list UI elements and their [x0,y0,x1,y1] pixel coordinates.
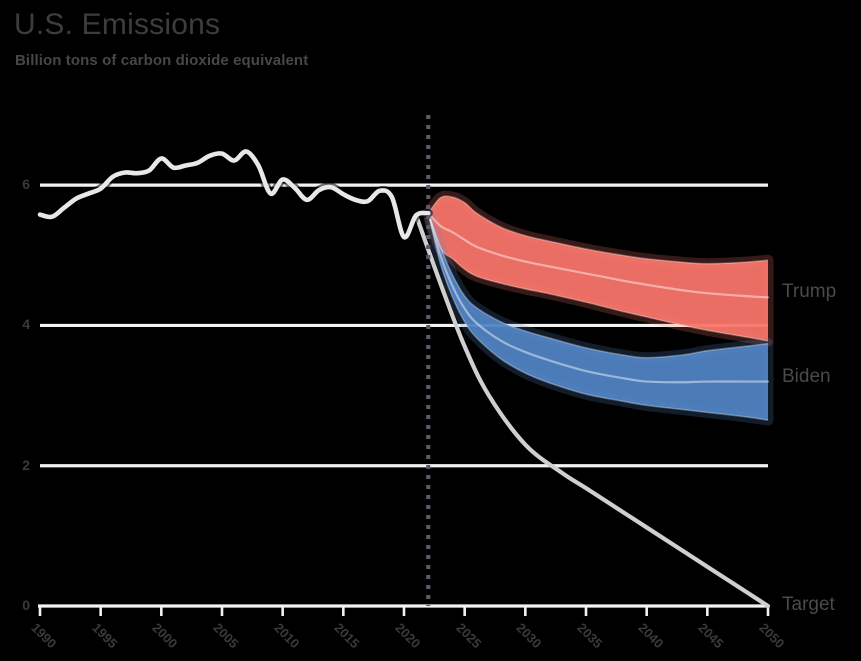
gridlines [40,183,768,468]
target-line [414,213,771,609]
y-tick-label: 4 [22,316,30,333]
page-title: U.S. Emissions [14,8,221,41]
y-tick-label: 2 [22,456,30,473]
series-label-trump: Trump [782,281,837,302]
band-biden [422,207,774,426]
chart-subtitle: Billion tons of carbon dioxide equivalen… [15,52,309,69]
historical-line [37,149,431,240]
band-trump [422,190,774,347]
series-label-target: Target [782,594,835,615]
y-tick-label: 0 [22,597,30,613]
series-label-biden: Biden [782,366,831,387]
data-lines [35,146,771,609]
x-axis-ticks [38,607,770,616]
projection-bands [422,190,774,426]
y-tick-label: 6 [22,176,30,193]
